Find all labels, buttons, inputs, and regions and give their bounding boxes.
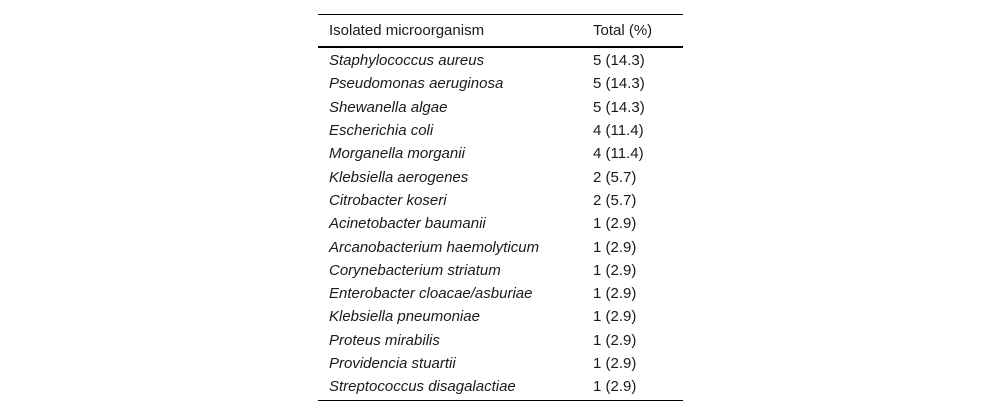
total-value: 1 (2.9) <box>593 308 637 326</box>
table-row: Morganella morganii 4 (11.4) <box>318 142 683 165</box>
column-header-total: Total (%) <box>593 22 653 39</box>
organism-name: Klebsiella aerogenes <box>329 168 469 186</box>
organism-name: Providencia stuartii <box>329 355 456 372</box>
total-value: 4 (11.4) <box>593 145 644 163</box>
table-row: Arcanobacterium haemolyticum 1 (2.9) <box>318 235 683 258</box>
table-body: Staphylococcus aureus 5 (14.3) Pseudomon… <box>318 48 683 402</box>
total-value: 5 (14.3) <box>593 98 645 116</box>
total-value: 1 (2.9) <box>593 378 637 396</box>
table-row: Shewanella algae 5 (14.3) <box>318 96 683 119</box>
total-value: 4 (11.4) <box>593 122 644 140</box>
isolated-microorganism-table: Isolated microorganism Total (%) Staphyl… <box>318 14 683 402</box>
total-value: 1 (2.9) <box>593 285 637 303</box>
total-value: 5 (14.3) <box>593 52 645 70</box>
table-row: Corynebacterium striatum 1 (2.9) <box>318 259 683 282</box>
table-row: Staphylococcus aureus 5 (14.3) <box>318 49 683 72</box>
organism-name: Proteus mirabilis <box>329 331 440 349</box>
organism-name: Shewanella algae <box>329 98 448 116</box>
table-row: Enterobacter cloacae/asburiae 1 (2.9) <box>318 282 683 305</box>
table-row: Proteus mirabilis 1 (2.9) <box>318 329 683 352</box>
organism-name: Enterobacter cloacae/asburiae <box>329 285 533 303</box>
table-row: Streptococcus disagalactiae 1 (2.9) <box>318 375 683 398</box>
total-value: 1 (2.9) <box>593 355 637 372</box>
total-value: 1 (2.9) <box>593 331 637 349</box>
table-row: Pseudomonas aeruginosa 5 (14.3) <box>318 72 683 95</box>
table-header-row: Isolated microorganism Total (%) <box>318 15 683 48</box>
column-header-organism: Isolated microorganism <box>329 22 485 39</box>
table-row: Citrobacter koseri 2 (5.7) <box>318 189 683 212</box>
organism-name: Citrobacter koseri <box>329 191 447 209</box>
total-value: 2 (5.7) <box>593 168 637 186</box>
organism-name: Arcanobacterium haemolyticum <box>329 238 540 256</box>
table-row: Providencia stuartii 1 (2.9) <box>318 352 683 375</box>
total-value: 1 (2.9) <box>593 261 637 279</box>
table-row: Escherichia coli 4 (11.4) <box>318 119 683 142</box>
organism-name: Staphylococcus aureus <box>329 52 485 70</box>
table-row: Acinetobacter baumanii 1 (2.9) <box>318 212 683 235</box>
total-value: 5 (14.3) <box>593 75 645 93</box>
total-value: 1 (2.9) <box>593 215 637 233</box>
organism-name: Klebsiella pneumoniae <box>329 308 480 326</box>
table-row: Klebsiella pneumoniae 1 (2.9) <box>318 305 683 328</box>
organism-name: Escherichia coli <box>329 122 434 140</box>
organism-name: Morganella morganii <box>329 145 465 163</box>
organism-name: Acinetobacter baumanii <box>329 215 486 233</box>
organism-name: Corynebacterium striatum <box>329 261 501 279</box>
table-row: Klebsiella aerogenes 2 (5.7) <box>318 165 683 188</box>
total-value: 1 (2.9) <box>593 238 637 256</box>
total-value: 2 (5.7) <box>593 191 637 209</box>
organism-name: Streptococcus disagalactiae <box>329 378 516 396</box>
organism-name: Pseudomonas aeruginosa <box>329 75 504 93</box>
